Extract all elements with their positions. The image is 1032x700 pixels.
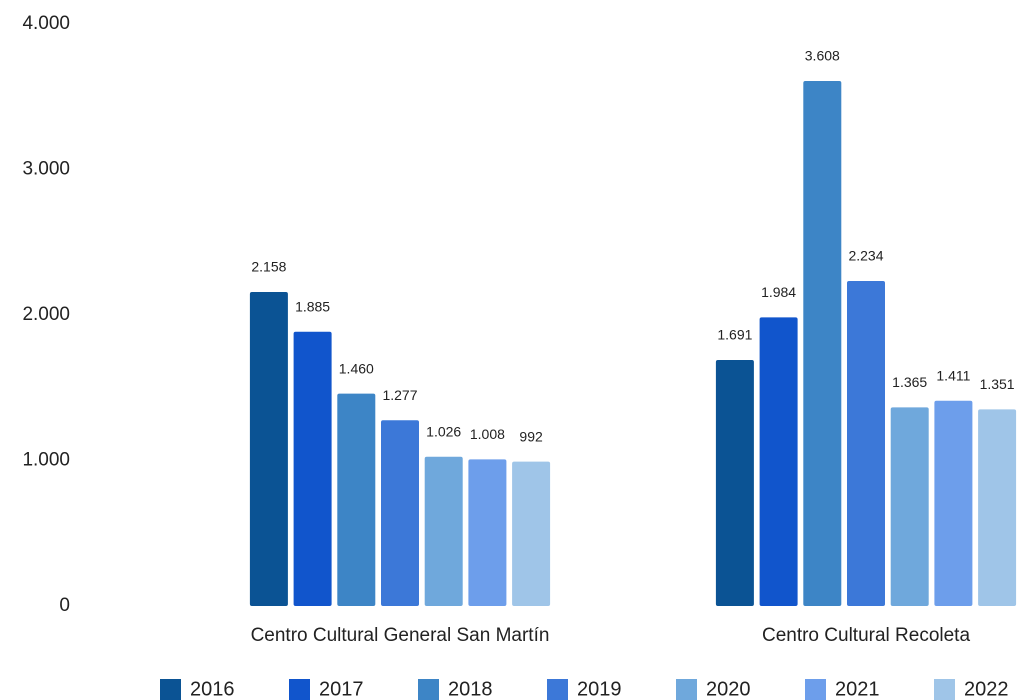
bar [424,456,463,606]
bar [803,81,842,606]
value-label: 1.984 [761,284,796,300]
legend-label: 2016 [190,678,235,700]
legend-swatch [934,679,955,700]
legend-swatch [160,679,181,700]
value-label: 992 [519,428,543,444]
y-tick-label: 4.000 [22,13,70,34]
bar [847,280,885,606]
y-tick-label: 1.000 [22,450,70,471]
value-label: 1.365 [892,374,927,390]
y-tick-label: 3.000 [22,159,70,180]
value-label: 1.351 [980,376,1015,392]
value-label: 3.608 [805,48,840,64]
bar [512,461,551,606]
bar [978,409,1017,606]
legend-swatch [805,679,826,700]
legend-swatch [547,679,568,700]
value-label: 1.277 [382,387,417,403]
value-label: 1.008 [470,426,505,442]
legend-swatch [418,679,439,700]
bar [381,420,419,606]
x-tick-label: Centro Cultural General San Martín [251,625,550,646]
value-label: 1.691 [717,327,752,343]
bar [468,459,507,606]
bar [293,331,332,606]
bar [249,292,288,606]
legend-label: 2020 [706,678,751,700]
bar [759,317,798,606]
x-tick-label: Centro Cultural Recoleta [762,625,970,646]
legend-swatch [676,679,697,700]
value-label: 1.885 [295,298,330,314]
value-label: 2.234 [848,248,883,264]
bar [715,359,754,606]
value-label: 1.026 [426,423,461,439]
bar [890,407,929,606]
legend-label: 2021 [835,678,880,700]
legend-label: 2017 [319,678,364,700]
value-label: 2.158 [251,259,286,275]
y-tick-label: 0 [59,595,70,616]
legend-label: 2018 [448,678,493,700]
y-tick-label: 2.000 [22,304,70,325]
bar [337,393,376,606]
value-label: 1.411 [936,367,970,383]
bar [934,400,973,606]
legend-label: 2019 [577,678,622,700]
legend-swatch [289,679,310,700]
value-label: 1.460 [339,360,374,376]
legend-label: 2022 [964,678,1009,700]
